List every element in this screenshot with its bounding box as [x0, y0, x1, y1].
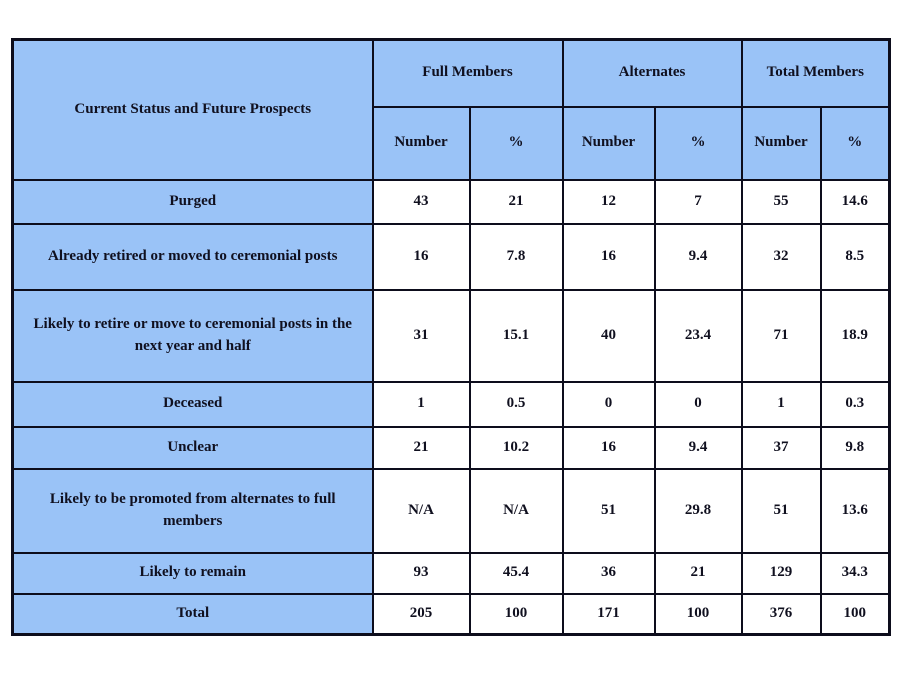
cell-value: 1	[371, 380, 471, 428]
row-label: Purged	[11, 178, 374, 225]
cell-value: 36	[561, 551, 656, 595]
cell-value: 16	[561, 425, 656, 470]
cell-value: 31	[371, 288, 471, 383]
table-row-already-retired: Already retired or moved to ceremonial p…	[11, 222, 891, 291]
cell-value: 0.5	[468, 380, 564, 428]
cell-value: N/A	[468, 467, 564, 554]
row-label: Likely to retire or move to ceremonial p…	[11, 288, 374, 383]
cell-value: 100	[653, 592, 743, 636]
subheader-alt-percent: %	[653, 105, 743, 181]
row-label: Deceased	[11, 380, 374, 428]
cell-value: 9.8	[819, 425, 891, 470]
cell-value: 171	[561, 592, 656, 636]
table-row-unclear: Unclear 21 10.2 16 9.4 37 9.8	[11, 425, 891, 470]
cell-value: 51	[561, 467, 656, 554]
cell-value: 0	[653, 380, 743, 428]
subheader-alt-number: Number	[561, 105, 656, 181]
subheader-full-percent: %	[468, 105, 564, 181]
cell-value: 0	[561, 380, 656, 428]
table-row-deceased: Deceased 1 0.5 0 0 1 0.3	[11, 380, 891, 428]
cell-value: 8.5	[819, 222, 891, 291]
cell-value: 7.8	[468, 222, 564, 291]
column-group-alternates: Alternates	[561, 38, 743, 108]
corner-header: Current Status and Future Prospects	[11, 38, 374, 181]
column-group-total-members: Total Members	[740, 38, 891, 108]
cell-value: 16	[561, 222, 656, 291]
cell-value: 1	[740, 380, 822, 428]
row-label: Likely to be promoted from alternates to…	[11, 467, 374, 554]
status-prospects-table: Current Status and Future Prospects Full…	[11, 38, 892, 636]
cell-value: 45.4	[468, 551, 564, 595]
subheader-total-percent: %	[819, 105, 891, 181]
subheader-total-number: Number	[740, 105, 822, 181]
cell-value: 14.6	[819, 178, 891, 225]
cell-value: 9.4	[653, 222, 743, 291]
cell-value: 100	[468, 592, 564, 636]
cell-value: 16	[371, 222, 471, 291]
cell-value: 15.1	[468, 288, 564, 383]
cell-value: 93	[371, 551, 471, 595]
cell-value: 13.6	[819, 467, 891, 554]
row-label: Already retired or moved to ceremonial p…	[11, 222, 374, 291]
subheader-full-number: Number	[371, 105, 471, 181]
cell-value: 12	[561, 178, 656, 225]
cell-value: 100	[819, 592, 891, 636]
cell-value: 51	[740, 467, 822, 554]
cell-value: 55	[740, 178, 822, 225]
cell-value: 34.3	[819, 551, 891, 595]
table-row-likely-promoted: Likely to be promoted from alternates to…	[11, 467, 891, 554]
cell-value: N/A	[371, 467, 471, 554]
cell-value: 21	[653, 551, 743, 595]
table-row-likely-retire: Likely to retire or move to ceremonial p…	[11, 288, 891, 383]
cell-value: 129	[740, 551, 822, 595]
cell-value: 29.8	[653, 467, 743, 554]
table-row-total: Total 205 100 171 100 376 100	[11, 592, 891, 636]
cell-value: 18.9	[819, 288, 891, 383]
cell-value: 0.3	[819, 380, 891, 428]
row-label: Unclear	[11, 425, 374, 470]
row-label: Total	[11, 592, 374, 636]
cell-value: 10.2	[468, 425, 564, 470]
cell-value: 21	[468, 178, 564, 225]
cell-value: 37	[740, 425, 822, 470]
cell-value: 23.4	[653, 288, 743, 383]
cell-value: 43	[371, 178, 471, 225]
table-row-purged: Purged 43 21 12 7 55 14.6	[11, 178, 891, 225]
cell-value: 21	[371, 425, 471, 470]
header-group-row: Current Status and Future Prospects Full…	[11, 38, 891, 181]
table-row-likely-remain: Likely to remain 93 45.4 36 21 129 34.3	[11, 551, 891, 595]
cell-value: 71	[740, 288, 822, 383]
cell-value: 376	[740, 592, 822, 636]
cell-value: 32	[740, 222, 822, 291]
cell-value: 40	[561, 288, 656, 383]
header-sub-row: Number % Number % Number %	[13, 105, 891, 181]
cell-value: 7	[653, 178, 743, 225]
cell-value: 205	[371, 592, 471, 636]
cell-value: 9.4	[653, 425, 743, 470]
row-label: Likely to remain	[11, 551, 374, 595]
column-group-full-members: Full Members	[371, 38, 564, 108]
